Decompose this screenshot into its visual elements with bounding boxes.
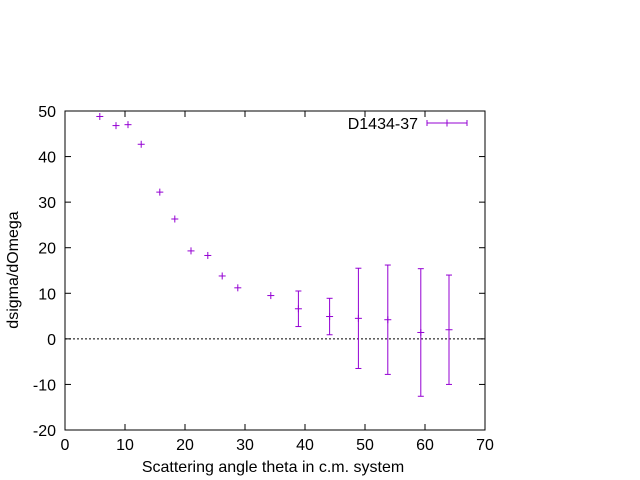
y-tick-label: 0 <box>47 332 56 349</box>
data-points <box>96 112 453 397</box>
y-tick-label: 20 <box>38 241 56 258</box>
y-tick-labels: -20 -10 0 10 20 30 40 50 <box>33 104 56 440</box>
x-tick-label: 20 <box>176 437 194 454</box>
data-point <box>294 290 302 328</box>
y-tick-label: 10 <box>38 286 56 303</box>
axis-ticks <box>64 110 486 431</box>
y-tick-label: 50 <box>38 104 56 121</box>
data-point <box>96 112 104 120</box>
data-point <box>187 247 195 255</box>
legend-label: D1434-37 <box>348 116 418 133</box>
x-tick-label: 40 <box>296 437 314 454</box>
y-tick-label: 30 <box>38 195 56 212</box>
x-tick-label: 50 <box>356 437 374 454</box>
data-point <box>354 267 362 369</box>
data-point <box>112 122 120 130</box>
x-tick-label: 10 <box>116 437 134 454</box>
legend-sample <box>426 119 468 127</box>
data-point <box>445 274 453 385</box>
y-tick-label: -10 <box>33 377 56 394</box>
data-point <box>417 268 425 397</box>
legend: D1434-37 <box>348 116 468 133</box>
x-tick-label: 30 <box>236 437 254 454</box>
y-tick-label: -20 <box>33 423 56 440</box>
x-tick-label: 60 <box>416 437 434 454</box>
data-point <box>156 188 164 196</box>
data-point <box>124 121 132 129</box>
data-point <box>326 297 334 336</box>
x-tick-label: 0 <box>61 437 70 454</box>
data-point <box>218 272 226 280</box>
data-point <box>204 251 212 259</box>
data-point <box>384 264 392 375</box>
x-axis-label: Scattering angle theta in c.m. system <box>142 459 404 476</box>
data-point <box>267 292 275 300</box>
data-point <box>234 284 242 292</box>
data-point <box>171 215 179 223</box>
y-axis-label: dsigma/dOmega <box>5 211 22 328</box>
y-tick-label: 40 <box>38 150 56 167</box>
x-tick-label: 70 <box>476 437 494 454</box>
x-tick-labels: 0 10 20 30 40 50 60 70 <box>61 437 494 454</box>
plot-frame <box>64 110 486 431</box>
data-point <box>137 140 145 148</box>
